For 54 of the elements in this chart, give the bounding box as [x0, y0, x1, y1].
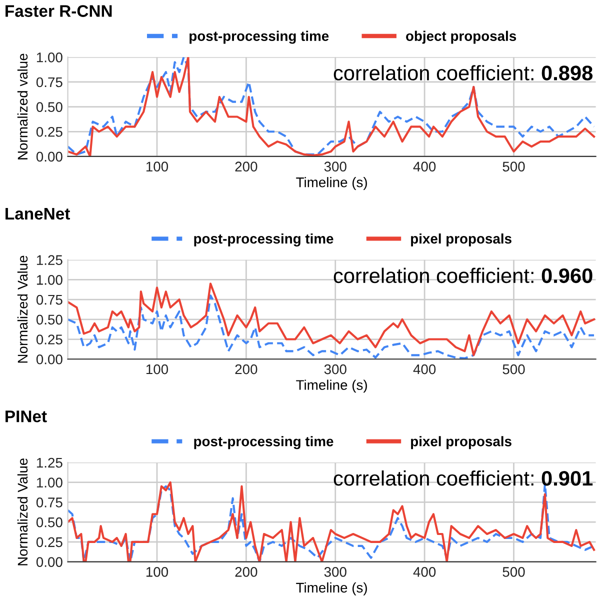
y-tick-label: 0.75 [36, 294, 62, 305]
x-tick-label: 400 [413, 567, 436, 577]
y-tick-label: 1.25 [36, 458, 62, 468]
x-tick-label: 200 [235, 162, 258, 172]
y-tick-label: 0.00 [36, 354, 62, 364]
annotation: 0.901 [542, 470, 593, 486]
y-tick-label: 0.25 [36, 126, 62, 137]
x-tick-label: 200 [235, 364, 258, 374]
x-axis-title: Timeline (s) [296, 177, 367, 190]
y-tick-label: 1.00 [36, 275, 62, 285]
annotation: correlation coefficient: [334, 470, 534, 486]
y-axis-title: Normalized Value [17, 256, 28, 363]
y-axis-title: Normalized Value [17, 458, 28, 566]
y-tick-label: 0.50 [36, 314, 62, 325]
x-tick-label: 100 [146, 567, 168, 577]
x-tick-label: 400 [413, 162, 436, 172]
legend-label: post-processing time [194, 436, 334, 450]
y-tick-label: 0.25 [36, 537, 62, 548]
x-tick-label: 200 [235, 567, 258, 577]
y-tick-label: 1.00 [36, 478, 62, 488]
annotation: correlation coefficient: [334, 65, 534, 80]
x-tick-label: 300 [324, 567, 346, 577]
x-tick-label: 100 [146, 364, 168, 374]
legend-label: object proposals [406, 30, 516, 44]
legend-label: pixel proposals [411, 233, 512, 246]
y-tick-label: 0.50 [36, 517, 62, 528]
y-tick-label: 0.50 [36, 102, 62, 112]
y-tick-label: 0.00 [36, 152, 62, 162]
annotation: 0.898 [542, 66, 593, 80]
x-tick-label: 300 [324, 364, 346, 374]
x-axis-title: Timeline (s) [296, 582, 367, 596]
x-tick-label: 500 [502, 364, 525, 374]
x-tick-label: 400 [413, 364, 436, 374]
legend-label: post-processing time [190, 30, 329, 44]
line-series [68, 282, 596, 356]
chart-title: PINet [6, 410, 47, 422]
y-tick-label: 1.00 [36, 52, 62, 62]
annotation: correlation coefficient: [334, 268, 534, 284]
y-tick-label: 0.75 [36, 498, 62, 508]
y-axis-title: Normalized value [17, 54, 28, 160]
y-tick-label: 0.25 [36, 334, 62, 344]
chart-title: LaneNet [6, 208, 70, 220]
legend-label: post-processing time [194, 233, 334, 246]
annotation: 0.960 [542, 268, 592, 284]
y-tick-label: 0.00 [36, 557, 62, 567]
x-axis-title: Timeline (s) [296, 380, 367, 393]
y-tick-label: 0.75 [36, 77, 62, 88]
x-tick-label: 100 [146, 162, 168, 172]
x-tick-label: 300 [324, 162, 346, 172]
x-tick-label: 500 [502, 567, 525, 577]
chart-title: Faster R-CNN [6, 5, 112, 17]
y-tick-label: 1.25 [36, 255, 62, 265]
legend-label: pixel proposals [411, 436, 512, 450]
x-tick-label: 500 [502, 162, 525, 172]
